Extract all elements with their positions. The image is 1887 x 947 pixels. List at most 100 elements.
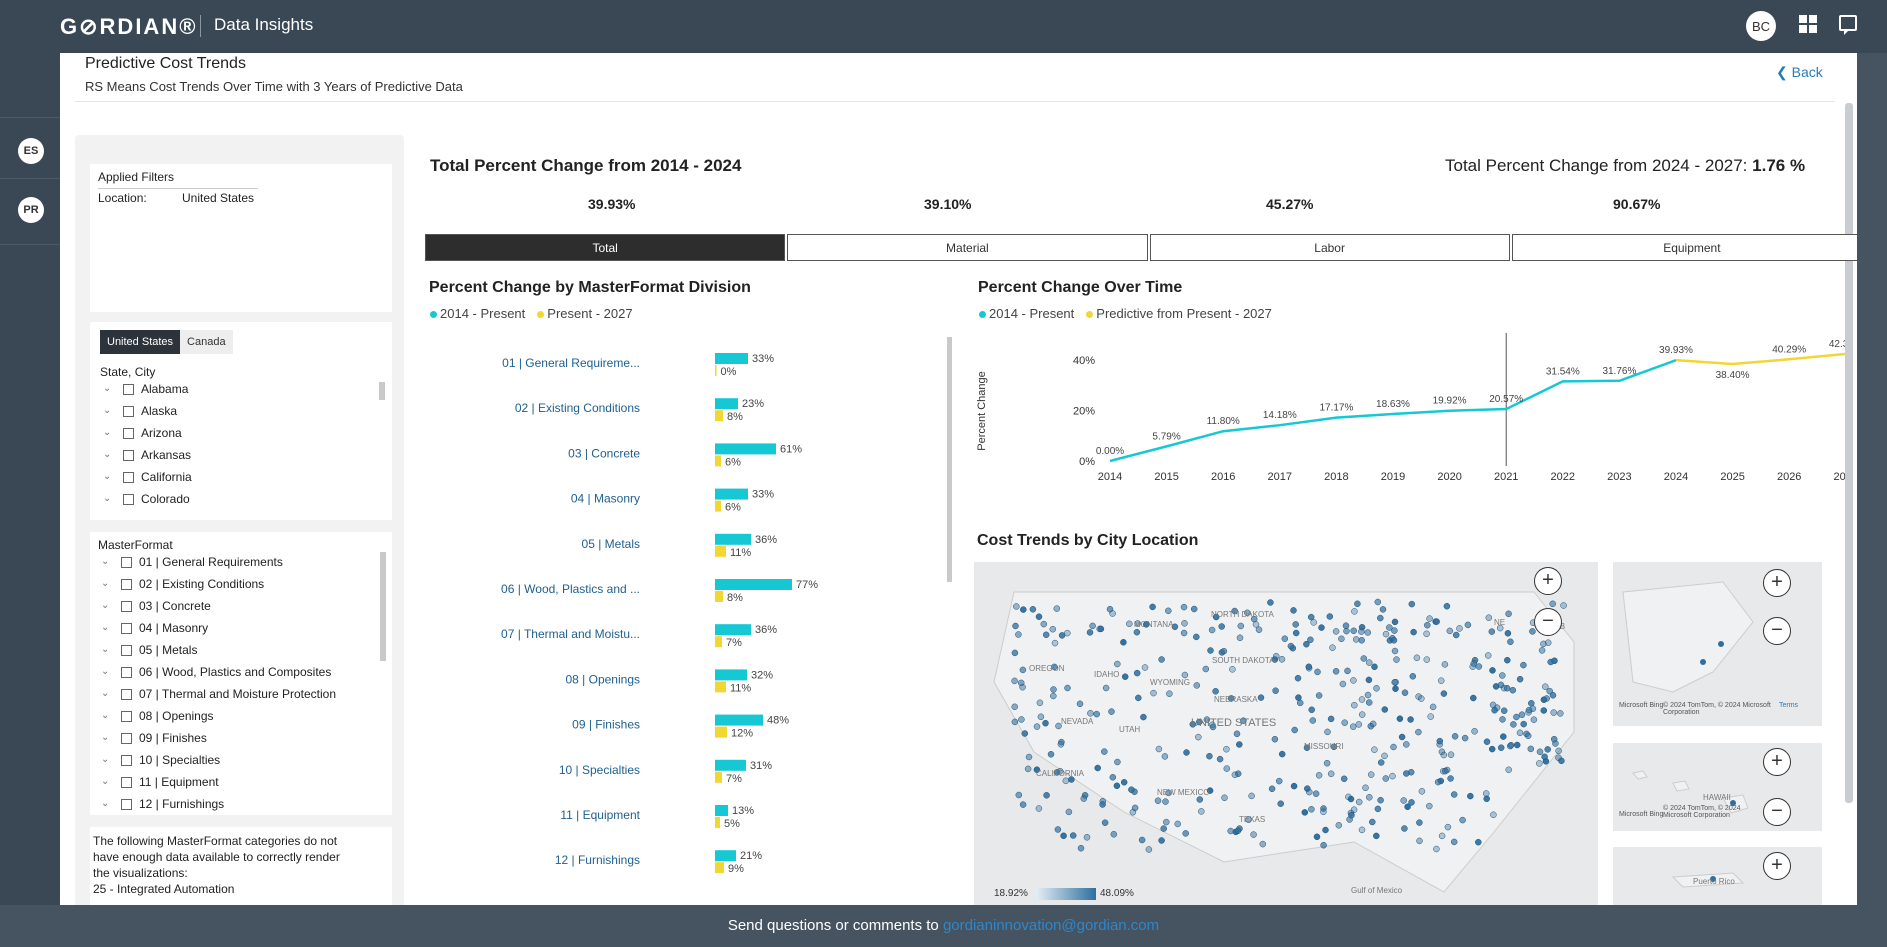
zoom-out-button[interactable]: − [1534, 608, 1562, 636]
state-checkbox[interactable] [123, 428, 134, 439]
city-dot [1231, 771, 1239, 779]
bar-value-label: 61% [780, 443, 802, 455]
zoom-in-button[interactable]: + [1763, 569, 1791, 597]
city-dot [1407, 716, 1414, 723]
chevron-down-icon[interactable]: ⌄ [103, 427, 112, 438]
city-dot [1555, 747, 1562, 755]
zoom-in-button[interactable]: + [1534, 567, 1562, 595]
chevron-down-icon[interactable]: ⌄ [101, 644, 110, 655]
city-dot [1171, 623, 1179, 631]
chevron-down-icon[interactable]: ⌄ [103, 405, 112, 416]
masterformat-checkbox[interactable] [121, 799, 132, 810]
masterformat-checkbox[interactable] [121, 645, 132, 656]
chevron-down-icon[interactable]: ⌄ [101, 578, 110, 589]
apps-grid-icon[interactable] [1799, 15, 1817, 33]
masterformat-checkbox[interactable] [121, 689, 132, 700]
masterformat-checkbox[interactable] [121, 755, 132, 766]
user-avatar[interactable]: BC [1746, 11, 1776, 41]
city-dot [1374, 805, 1382, 813]
chevron-down-icon[interactable]: ⌄ [103, 449, 112, 460]
chevron-down-icon[interactable]: ⌄ [101, 666, 110, 677]
state-checkbox[interactable] [123, 472, 134, 483]
us-map[interactable]: MONTANA NORTH DAKOTA SOUTH DAKOTA OREGON… [974, 562, 1598, 905]
zoom-in-button[interactable]: + [1763, 852, 1791, 880]
city-dot [1364, 629, 1372, 636]
footer-email-link[interactable]: gordianinnovation@gordian.com [942, 917, 1160, 934]
city-dot [1102, 684, 1110, 692]
point-label: 5.79% [1152, 431, 1180, 442]
city-dot [1043, 792, 1050, 799]
masterformat-checkbox[interactable] [121, 733, 132, 744]
city-dot [1290, 782, 1298, 790]
masterformat-checkbox[interactable] [121, 711, 132, 722]
tab-united-states[interactable]: United States [100, 330, 181, 354]
city-dot[interactable] [1718, 641, 1724, 647]
gordian-logo[interactable]: G⊘RDIAN® [60, 14, 198, 39]
masterformat-checkbox[interactable] [121, 777, 132, 788]
map-credit: © 2024 TomTom, © 2024 Microsoft Corporat… [1663, 702, 1771, 716]
city-dot [1423, 656, 1431, 663]
masterformat-checkbox[interactable] [121, 623, 132, 634]
masterformat-scrollbar[interactable] [380, 552, 386, 661]
city-dot [1315, 772, 1323, 779]
zoom-out-button[interactable]: − [1763, 798, 1791, 826]
chevron-down-icon[interactable]: ⌄ [101, 732, 110, 743]
tab-material[interactable]: Material [787, 234, 1148, 261]
masterformat-checkbox[interactable] [121, 579, 132, 590]
city-dot [1054, 826, 1062, 833]
puerto-rico-map[interactable]: Puerto Rico + [1613, 847, 1822, 905]
state-checkbox[interactable] [123, 494, 134, 505]
chevron-down-icon[interactable]: ⌄ [101, 710, 110, 721]
city-dot [1327, 715, 1335, 723]
masterformat-checkbox[interactable] [121, 601, 132, 612]
masterformat-checkbox[interactable] [121, 557, 132, 568]
city-dot [1342, 622, 1350, 629]
zoom-out-button[interactable]: − [1763, 617, 1791, 645]
bar-value-label: 36% [755, 624, 777, 636]
chevron-down-icon[interactable]: ⌄ [103, 471, 112, 482]
chevron-down-icon[interactable]: ⌄ [101, 798, 110, 809]
state-list-scrollbar[interactable] [379, 382, 385, 400]
city-dot [1011, 649, 1019, 657]
page-scrollbar[interactable] [1845, 103, 1853, 803]
state-checkbox[interactable] [123, 450, 134, 461]
chevron-down-icon[interactable]: ⌄ [101, 754, 110, 765]
city-dot [1272, 687, 1279, 694]
city-dot[interactable] [1700, 659, 1706, 665]
city-dot [1443, 602, 1451, 610]
tab-total[interactable]: Total [425, 234, 786, 261]
point-label: 39.93% [1659, 345, 1693, 356]
city-dot [1520, 661, 1527, 669]
state-checkbox[interactable] [123, 384, 134, 395]
point-label: 20.57% [1489, 394, 1523, 405]
chevron-down-icon[interactable]: ⌄ [101, 600, 110, 611]
state-checkbox[interactable] [123, 406, 134, 417]
division-chart-scrollbar[interactable] [947, 337, 952, 582]
feedback-chat-icon[interactable] [1839, 15, 1857, 35]
city-dot [1294, 674, 1302, 682]
city-dot [1403, 770, 1410, 777]
rail-badge-pr[interactable]: PR [18, 197, 44, 223]
chevron-down-icon[interactable]: ⌄ [103, 383, 112, 394]
chevron-down-icon[interactable]: ⌄ [101, 776, 110, 787]
masterformat-item-label: 03 | Concrete [139, 599, 211, 613]
city-dot[interactable] [1710, 876, 1716, 882]
map-terms-link[interactable]: Terms [1779, 702, 1799, 709]
masterformat-item-label: 04 | Masonry [139, 621, 209, 635]
city-dot[interactable] [1730, 800, 1736, 806]
zoom-in-button[interactable]: + [1763, 748, 1791, 776]
city-dot [1278, 656, 1286, 663]
chevron-down-icon[interactable]: ⌄ [101, 556, 110, 567]
tab-equipment[interactable]: Equipment [1511, 234, 1857, 261]
tab-labor[interactable]: Labor [1149, 234, 1510, 261]
hawaii-map[interactable]: HAWAII + − Microsoft Bing © 2024 TomTom,… [1613, 743, 1822, 831]
chevron-down-icon[interactable]: ⌄ [101, 622, 110, 633]
masterformat-checkbox[interactable] [121, 667, 132, 678]
rail-badge-es[interactable]: ES [18, 138, 44, 164]
back-link[interactable]: ❮ Back [1776, 64, 1823, 81]
tab-canada[interactable]: Canada [180, 330, 233, 354]
chevron-down-icon[interactable]: ⌄ [101, 688, 110, 699]
alaska-map[interactable]: + − Microsoft Bing © 2024 TomTom, © 2024… [1613, 562, 1822, 726]
chevron-down-icon[interactable]: ⌄ [103, 493, 112, 504]
city-dot [1060, 832, 1067, 840]
